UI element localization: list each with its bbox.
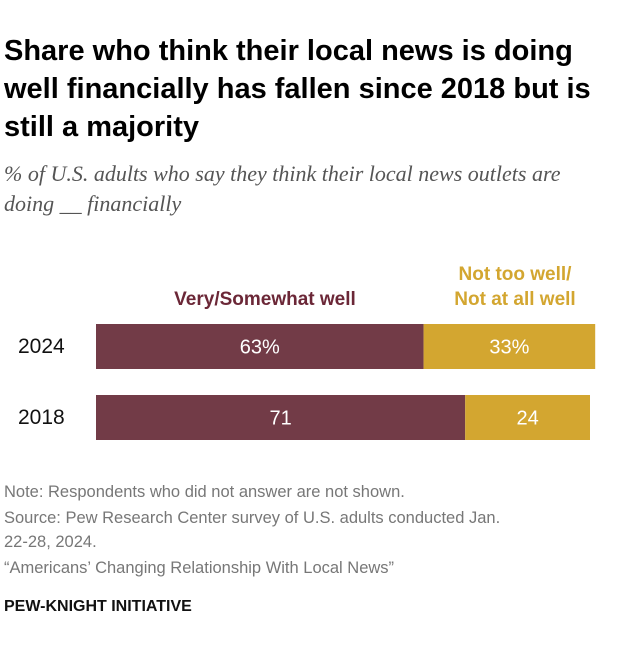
source-line-1: Source: Pew Research Center survey of U.… [4,509,501,527]
data-label-2024-series-1: 33% [489,337,529,359]
legend-line-1: Not too well/ [458,264,572,285]
brand-label: PEW-KNIGHT INITIATIVE [4,598,192,615]
bar-2024-series-0 [96,324,424,369]
bar-2024-series-1 [423,324,596,369]
data-label-2018-series-0: 71 [269,408,291,430]
category-label-2018: 2018 [18,406,65,429]
legend-line-2: Not at all well [454,289,576,310]
legend-not-too-well: Not too well/ Not at all well [420,262,610,312]
bar-2018-series-0 [96,395,466,440]
report-title: “Americans’ Changing Relationship With L… [4,559,395,577]
data-label-2018-series-1: 24 [516,408,538,430]
bar-2018-series-1 [465,395,590,440]
note: Note: Respondents who did not answer are… [4,483,405,501]
data-label-2024-series-0: 63% [240,337,280,359]
category-label-2024: 2024 [18,335,65,358]
source-line-2: 22-28, 2024. [4,533,97,551]
chart-subtitle: % of U.S. adults who say they think thei… [4,161,561,216]
legend-very-somewhat-well: Very/Somewhat well [174,289,356,310]
chart-title: Share who think their local news is doin… [4,35,591,143]
